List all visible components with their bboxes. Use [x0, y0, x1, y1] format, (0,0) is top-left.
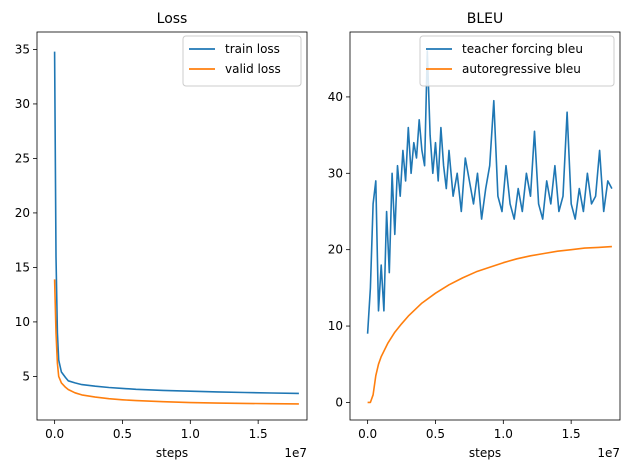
x-tick-label: 1.0: [494, 427, 513, 441]
x-tick-label: 0.0: [358, 427, 377, 441]
legend-box: [419, 35, 615, 87]
y-tick-label: 35: [15, 42, 30, 56]
loss-legend: train loss valid loss: [182, 35, 302, 87]
series-line-2: [53, 279, 299, 405]
loss-panel: Loss 0.0 0.5 1.0 1.5 5 10 15 20 25 30 35 steps 1e7…: [15, 11, 308, 460]
bleu-x-offset-label: 1e7: [597, 446, 620, 460]
series-line-2: [367, 245, 612, 404]
y-tick-label: 20: [328, 243, 343, 257]
y-tick-label: 40: [328, 90, 343, 104]
y-tick-label: 15: [15, 260, 30, 274]
legend-label: autoregressive bleu: [462, 62, 581, 76]
bleu-plot-area: [366, 50, 613, 404]
x-tick-label: 0.5: [113, 427, 132, 441]
y-tick-label: 30: [328, 166, 343, 180]
loss-x-offset-label: 1e7: [284, 446, 307, 460]
loss-axes-frame: [36, 31, 308, 421]
legend-label: valid loss: [225, 62, 281, 76]
y-tick-label: 30: [15, 97, 30, 111]
y-tick-label: 25: [15, 151, 30, 165]
y-tick-label: 0: [335, 395, 343, 409]
bleu-legend: teacher forcing bleu autoregressive bleu: [419, 35, 615, 87]
loss-title: Loss: [157, 11, 188, 27]
series-line-1: [366, 50, 613, 334]
loss-axis-ticks: 0.0 0.5 1.0 1.5 5 10 15 20 25 30 35: [15, 42, 268, 441]
bleu-axis-ticks: 0.0 0.5 1.0 1.5 0 10 20 30 40: [328, 90, 581, 441]
loss-plot-area: [53, 51, 299, 405]
bleu-x-axis-label: steps: [469, 446, 501, 460]
y-tick-label: 20: [15, 206, 30, 220]
bleu-panel: BLEU 0.0 0.5 1.0 1.5 0 10 20 30 40 steps 1e7 tea…: [328, 11, 621, 460]
x-tick-label: 1.0: [181, 427, 200, 441]
bleu-title: BLEU: [467, 11, 504, 27]
x-tick-label: 1.5: [562, 427, 581, 441]
legend-label: train loss: [225, 42, 280, 56]
bleu-axes-frame: [349, 31, 621, 421]
y-tick-label: 5: [22, 369, 30, 383]
x-tick-label: 0.0: [45, 427, 64, 441]
y-tick-label: 10: [328, 319, 343, 333]
y-tick-label: 10: [15, 315, 30, 329]
series-line-1: [53, 51, 299, 395]
x-tick-label: 0.5: [426, 427, 445, 441]
legend-label: teacher forcing bleu: [462, 42, 583, 56]
loss-x-axis-label: steps: [156, 446, 188, 460]
x-tick-label: 1.5: [249, 427, 268, 441]
